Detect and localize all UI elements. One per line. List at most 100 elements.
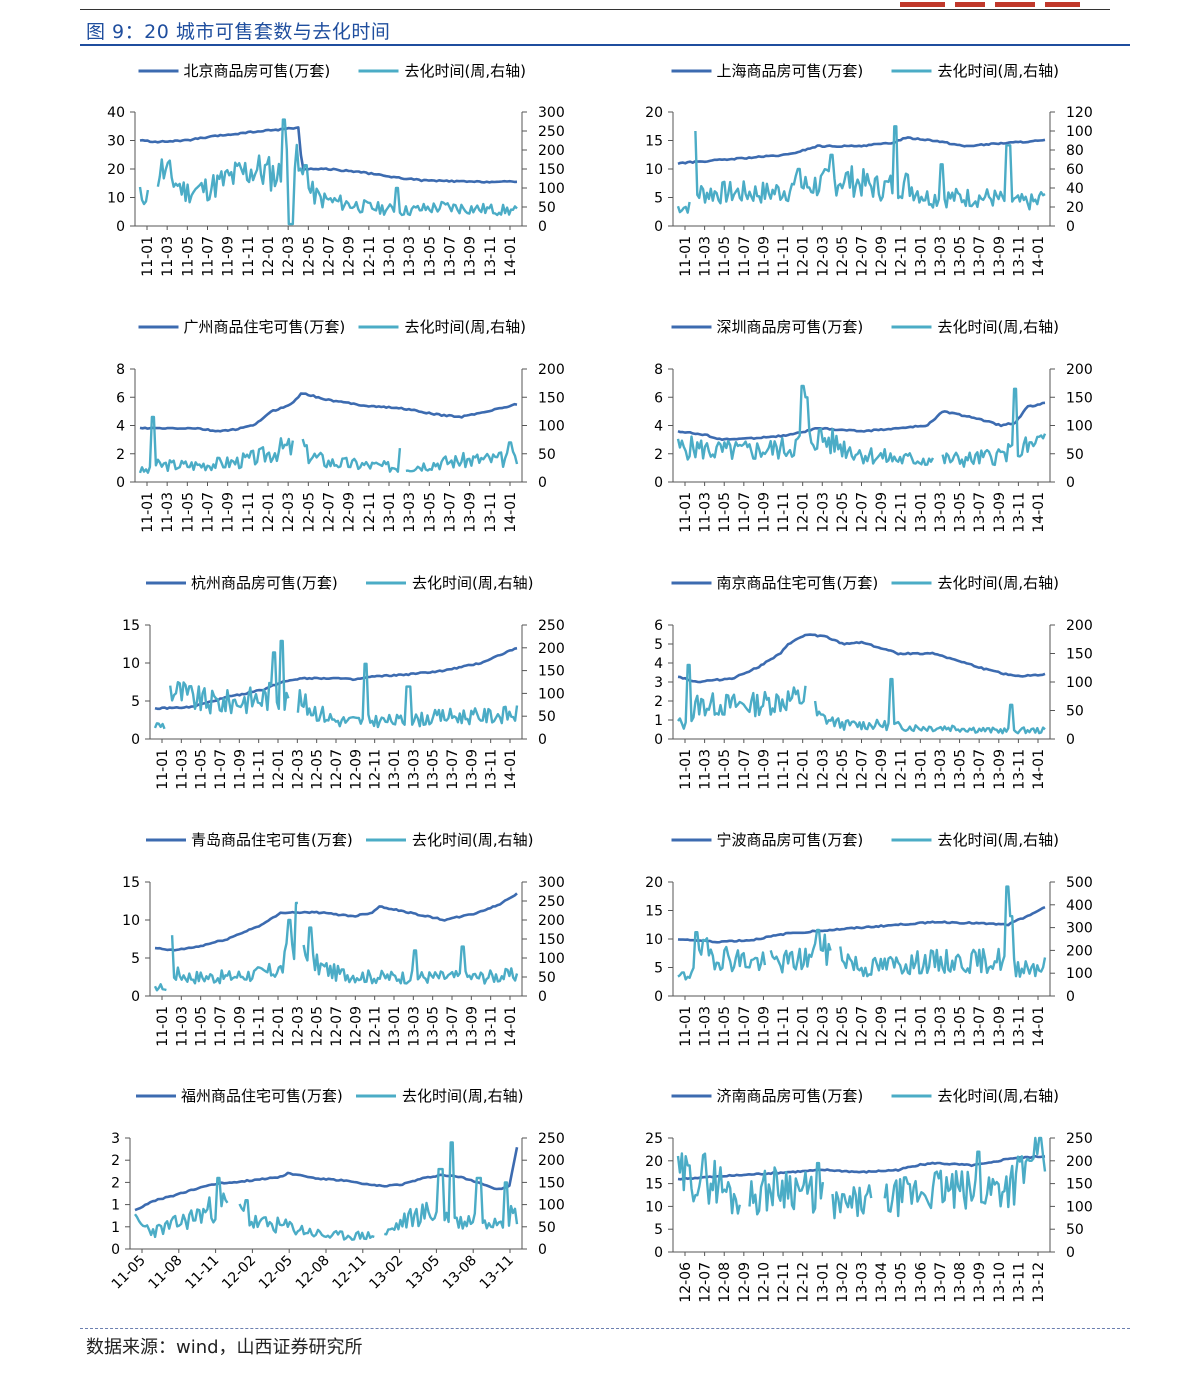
x-tick-label: 12-07 (322, 236, 338, 277)
x-tick-label: 12-03 (815, 1006, 831, 1047)
x-tick-label: 13-03 (933, 1006, 949, 1047)
x-tick-label: 13-09 (464, 749, 480, 790)
x-tick-label: 13-02 (835, 1262, 851, 1303)
x-tick-label: 13-01 (815, 1262, 831, 1303)
x-tick-label: 13-01 (913, 492, 929, 533)
x-tick-label: 11-07 (737, 492, 753, 533)
y-right-tick-label: 100 (538, 1198, 565, 1214)
series-days-line (138, 118, 518, 226)
x-tick-label: 13-03 (406, 1006, 422, 1047)
x-tick-label: 11-07 (213, 749, 229, 790)
y-right-tick-label: 200 (1066, 618, 1093, 634)
x-tick-label: 12-11 (894, 492, 910, 533)
y-right-tick-label: 150 (1066, 1177, 1093, 1193)
x-tick-label: 13-07 (933, 1262, 949, 1303)
x-tick-label: 12-05 (835, 492, 851, 533)
x-tick-label: 13-03 (406, 749, 422, 790)
chart-1: 北京商品房可售(万套) 去化时间(周,右轴) 0 10 20 30 40 0 50 100 150 2… (107, 62, 565, 277)
y-left-tick-label: 15 (645, 134, 663, 150)
x-tick-label: 12-01 (261, 492, 277, 533)
y-right-tick-label: 150 (1066, 390, 1093, 406)
y-right-tick-label: 150 (538, 162, 565, 178)
series-stock-line (154, 892, 518, 952)
y-left-tick-label: 0 (111, 1242, 120, 1258)
y-left-tick-label: 15 (645, 1177, 663, 1193)
x-tick-label: 13-11 (483, 236, 499, 277)
x-tick-label: 12-07 (855, 749, 871, 790)
x-tick-label: 11-07 (737, 236, 753, 277)
y-left-tick-label: 5 (654, 961, 663, 977)
y-right-tick-label: 50 (538, 447, 556, 463)
x-tick-label: 12-03 (815, 749, 831, 790)
y-left-tick-label: 6 (654, 618, 663, 634)
source-note: 数据来源：wind，山西证券研究所 (86, 1337, 363, 1358)
x-tick-label: 12-01 (796, 1006, 812, 1047)
x-tick-label: 13-07 (443, 492, 459, 533)
x-tick-label: 12-03 (281, 236, 297, 277)
x-tick-label: 13-09 (463, 236, 479, 277)
x-tick-label: 11-01 (678, 492, 694, 533)
x-tick-label: 12-09 (874, 749, 890, 790)
x-tick-label: 11-11 (252, 749, 268, 790)
legend-label-days: 去化时间(周,右轴) (405, 318, 526, 336)
series-stock-line (677, 1154, 1046, 1181)
y-right-tick-label: 400 (1066, 898, 1093, 914)
x-tick-label: 12-01 (271, 1006, 287, 1047)
y-left-tick-label: 3 (654, 675, 663, 691)
x-tick-label: 13-12 (1031, 1262, 1047, 1303)
x-tick-label: 13-01 (387, 1006, 403, 1047)
x-tick-label: 12-02 (219, 1253, 259, 1293)
series-days-line (153, 639, 519, 730)
y-right-tick-label: 100 (1066, 675, 1093, 691)
y-left-tick-label: 30 (107, 134, 125, 150)
y-right-tick-label: 0 (1066, 989, 1075, 1005)
x-tick-label: 11-07 (213, 1006, 229, 1047)
x-tick-label: 12-03 (290, 1006, 306, 1047)
series-days-line (676, 384, 1047, 468)
chart-10: 济南商品房可售(万套) 去化时间(周,右轴)0510152025050100150… (645, 1087, 1093, 1303)
legend-label-days: 去化时间(周,右轴) (938, 62, 1059, 80)
y-right-tick-label: 0 (538, 732, 547, 748)
y-right-tick-label: 250 (538, 124, 565, 140)
series-stock-line (677, 136, 1046, 166)
y-left-tick-label: 0 (116, 475, 125, 491)
x-tick-label: 11-11 (776, 749, 792, 790)
x-tick-label: 12-05 (835, 1006, 851, 1047)
x-tick-label: 13-11 (1011, 749, 1027, 790)
x-tick-label: 13-05 (953, 236, 969, 277)
x-tick-label: 12-07 (698, 1262, 714, 1303)
y-right-tick-label: 0 (1066, 475, 1075, 491)
x-tick-label: 14-01 (503, 1006, 519, 1047)
x-tick-label: 13-07 (445, 1006, 461, 1047)
x-tick-label: 12-01 (261, 236, 277, 277)
y-right-tick-label: 200 (1066, 943, 1093, 959)
x-tick-label: 12-11 (776, 1262, 792, 1303)
y-right-tick-label: 120 (1066, 105, 1093, 121)
y-right-tick-label: 0 (1066, 219, 1075, 235)
x-tick-label: 11-05 (717, 749, 733, 790)
y-right-tick-label: 100 (1066, 124, 1093, 140)
y-left-tick-label: 2 (111, 1153, 120, 1169)
x-tick-label: 14-01 (1031, 1006, 1047, 1047)
legend-label-days: 去化时间(周,右轴) (938, 831, 1059, 849)
x-tick-label: 13-09 (992, 749, 1008, 790)
x-tick-label: 13-08 (440, 1253, 480, 1293)
x-tick-label: 12-11 (894, 1006, 910, 1047)
legend-label-days: 去化时间(周,右轴) (402, 1087, 523, 1105)
x-tick-label: 11-01 (155, 1006, 171, 1047)
x-tick-label: 12-05 (835, 749, 851, 790)
y-right-tick-label: 100 (538, 181, 565, 197)
x-tick-label: 11-01 (155, 749, 171, 790)
x-tick-label: 12-01 (796, 749, 812, 790)
chart-7: 青岛商品住宅可售(万套) 去化时间(周,右轴)051015050100150200… (122, 831, 565, 1047)
y-right-tick-label: 300 (1066, 921, 1093, 937)
x-tick-label: 13-03 (402, 236, 418, 277)
chart-5: 杭州商品房可售(万套) 去化时间(周,右轴)0510150501001502002… (122, 574, 565, 790)
x-tick-label: 14-01 (503, 236, 519, 277)
y-right-tick-label: 100 (1066, 419, 1093, 435)
x-tick-label: 12-07 (855, 492, 871, 533)
y-right-tick-label: 0 (538, 1242, 547, 1258)
y-left-tick-label: 10 (645, 932, 663, 948)
x-tick-label: 13-05 (894, 1262, 910, 1303)
x-tick-label: 13-10 (992, 1262, 1008, 1303)
